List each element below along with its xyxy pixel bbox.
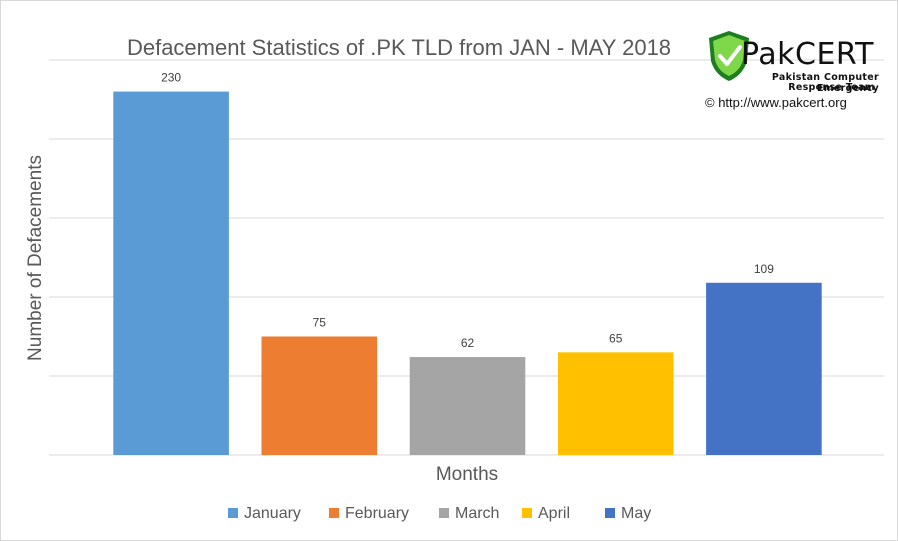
legend-swatch-march (439, 508, 449, 518)
legend: January February March April May (228, 505, 651, 522)
logo-subtitle-line1: Pakistan Computer Emergency (771, 72, 879, 94)
y-axis-title: Number of Defacements (25, 155, 46, 361)
bar-may (706, 282, 822, 455)
bars (113, 91, 822, 455)
chart-title: Defacement Statistics of .PK TLD from JA… (127, 35, 671, 60)
legend-label-january: January (244, 505, 301, 522)
data-labels: 230 75 62 65 109 (161, 71, 774, 350)
pakcert-logo: PakCERT Pakistan Computer Emergency Resp… (701, 23, 886, 115)
legend-label-april: April (538, 505, 570, 522)
shield-icon (709, 31, 749, 81)
bar-april (557, 352, 674, 455)
bar-january (113, 91, 229, 455)
data-label-march: 62 (461, 336, 475, 350)
legend-label-february: February (345, 505, 409, 522)
legend-swatch-april (522, 508, 532, 518)
logo-subtitle-line2: Response Team (788, 82, 875, 93)
legend-swatch-may (605, 508, 615, 518)
legend-swatch-february (329, 508, 339, 518)
data-label-may: 109 (754, 262, 774, 276)
x-axis-title: Months (436, 464, 498, 485)
data-label-april: 65 (609, 331, 623, 345)
logo-url: © http://www.pakcert.org (705, 95, 847, 110)
bar-february (261, 336, 378, 455)
data-label-february: 75 (313, 316, 327, 330)
logo-wordmark: PakCERT (741, 37, 874, 72)
legend-swatch-january (228, 508, 238, 518)
legend-label-march: March (455, 505, 499, 522)
legend-label-may: May (621, 505, 651, 522)
bar-march (409, 357, 526, 455)
data-label-january: 230 (161, 71, 181, 85)
